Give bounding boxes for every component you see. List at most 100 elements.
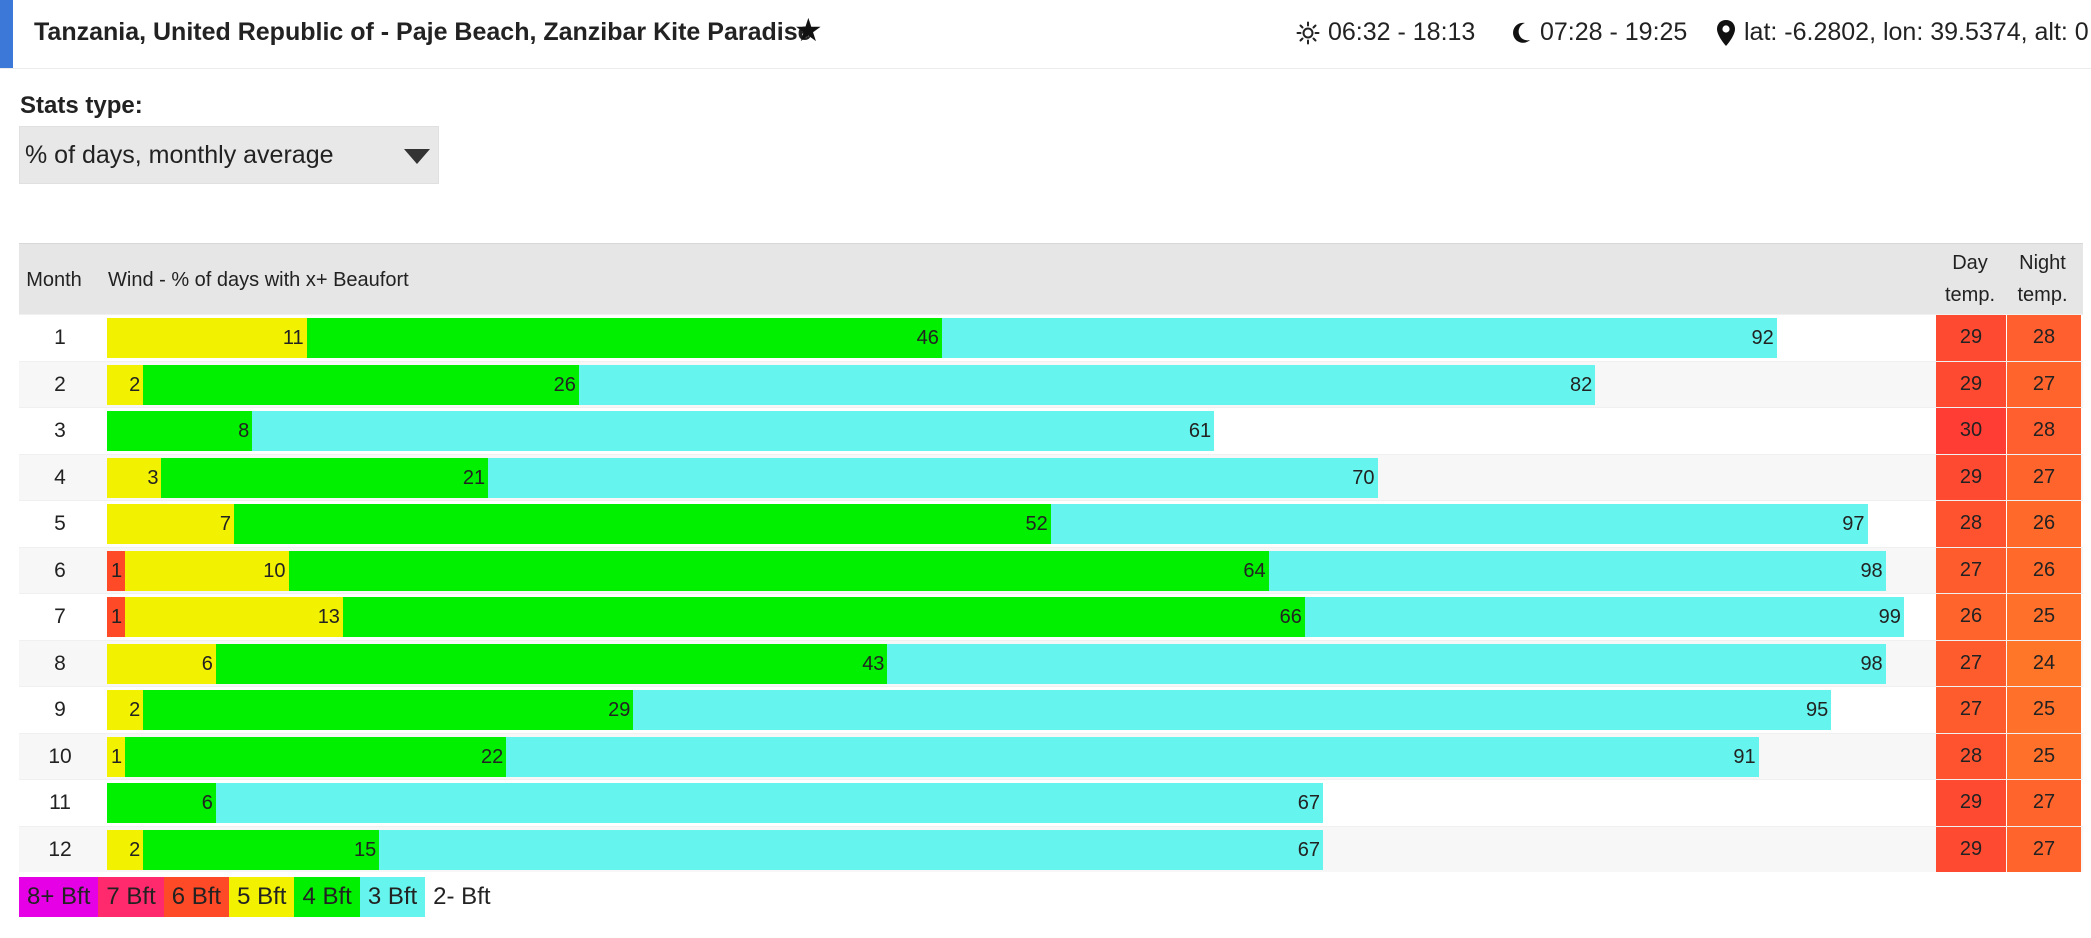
table-row: 12 67 15 2 29 27: [19, 825, 2083, 872]
wind-bar-bft5: 1: [107, 736, 126, 777]
day-temp-cell: 27: [1936, 687, 2006, 733]
wind-bar-bft5: 11: [107, 318, 307, 358]
legend-item: 7 Bft: [98, 877, 164, 917]
stats-type-value: % of days, monthly average: [25, 141, 334, 169]
table-header: Month Wind - % of days with x+ Beaufort …: [19, 243, 2083, 314]
month-cell: 12: [48, 837, 72, 861]
legend-item: 3 Bft: [359, 877, 426, 917]
legend-item: 5 Bft: [229, 877, 295, 917]
location-pin-icon: [1717, 19, 1735, 46]
day-temp-cell: 28: [1936, 501, 2006, 547]
wind-bar-bft6: 1: [107, 550, 126, 591]
night-temp-header-line2: temp.: [2017, 284, 2068, 306]
day-temp-column-header: Day temp.: [1935, 247, 2005, 311]
month-cell: 10: [48, 744, 72, 768]
month-cell: 5: [54, 512, 66, 535]
month-cell: 7: [54, 605, 66, 628]
sun-icon: [1296, 21, 1320, 44]
wind-bar-bft5: 2: [107, 364, 144, 405]
moon-times-text: 07:28 - 19:25: [1540, 18, 1688, 46]
wind-bar-bft4: 43: [107, 643, 888, 684]
wind-stats-table: Month Wind - % of days with x+ Beaufort …: [19, 243, 2083, 872]
table-row: 5 97 52 7 28 26: [19, 500, 2083, 547]
favorite-star-icon[interactable]: ★: [794, 12, 823, 48]
table-row: 4 70 21 3 29 27: [19, 453, 2083, 500]
night-temp-cell: 28: [2007, 315, 2081, 361]
night-temp-cell: 26: [2007, 501, 2081, 547]
wind-bar-bft4: 6: [107, 783, 216, 823]
day-temp-cell: 29: [1936, 454, 2006, 500]
night-temp-cell: 27: [2007, 780, 2081, 826]
night-temp-cell: 25: [2007, 687, 2081, 733]
table-row: 11 67 6 29 27: [19, 779, 2083, 826]
table-row: 1 92 46 11 29 28: [19, 314, 2083, 361]
day-temp-cell: 27: [1936, 547, 2006, 593]
night-temp-column-header: Night temp.: [2006, 247, 2079, 311]
day-temp-cell: 29: [1936, 780, 2006, 826]
table-row: 2 82 26 2 29 27: [19, 360, 2083, 407]
legend-item: 6 Bft: [163, 877, 230, 917]
table-row: 10 91 22 1 28 25: [19, 732, 2083, 779]
day-temp-cell: 26: [1936, 594, 2006, 640]
wind-bar-bft5: 7: [107, 504, 235, 544]
night-temp-cell: 26: [2007, 547, 2081, 593]
table-row: 3 61 8 30 28: [19, 407, 2083, 454]
wind-bar-bft5: 2: [107, 690, 144, 730]
legend-item: 4 Bft: [294, 877, 360, 917]
wind-column-header: Wind - % of days with x+ Beaufort: [108, 269, 409, 291]
wind-bar-bft5: 6: [107, 643, 216, 684]
night-temp-cell: 25: [2007, 594, 2081, 640]
wind-bar-bft3: 61: [107, 411, 1215, 451]
wind-bar-bft4: 29: [107, 690, 634, 730]
accent-bar: [0, 0, 13, 68]
location-info: lat: -6.2802, lon: 39.5374, alt: 0: [1716, 18, 2089, 47]
wind-bar-bft4: 22: [107, 736, 507, 777]
night-temp-cell: 25: [2007, 733, 2081, 779]
legend-item: 8+ Bft: [19, 877, 99, 917]
month-cell: 3: [54, 419, 66, 442]
table-row: 8 98 43 6 27 24: [19, 639, 2083, 686]
month-cell: 4: [54, 465, 66, 489]
day-temp-cell: 28: [1936, 733, 2006, 779]
day-temp-cell: 29: [1936, 826, 2006, 872]
sun-times: 06:32 - 18:13: [1296, 18, 1475, 47]
sun-times-text: 06:32 - 18:13: [1328, 18, 1476, 46]
night-temp-cell: 24: [2007, 640, 2081, 686]
table-row: 7 99 66 13 1 26 25: [19, 593, 2083, 640]
header-bar: Tanzania, United Republic of - Paje Beac…: [0, 0, 2091, 69]
day-temp-header-line1: Day: [1952, 252, 1988, 274]
day-temp-cell: 30: [1936, 408, 2006, 454]
month-column-header: Month: [26, 269, 82, 291]
wind-bar-bft5: 10: [107, 550, 289, 591]
night-temp-cell: 28: [2007, 408, 2081, 454]
beaufort-legend: 8+ Bft 7 Bft 6 Bft 5 Bft 4 Bft 3 Bft 2- Bft: [19, 877, 499, 917]
night-temp-header-line1: Night: [2019, 252, 2066, 274]
month-cell: 8: [54, 651, 66, 675]
month-cell: 9: [54, 698, 66, 721]
night-temp-cell: 27: [2007, 826, 2081, 872]
moon-times: 07:28 - 19:25: [1510, 18, 1687, 47]
moon-icon: [1513, 22, 1530, 43]
wind-bar-bft4: 15: [107, 829, 380, 870]
table-row: 9 95 29 2 27 25: [19, 686, 2083, 733]
month-cell: 11: [49, 791, 71, 814]
wind-bar-bft5: 2: [107, 829, 144, 870]
night-temp-cell: 27: [2007, 361, 2081, 407]
day-temp-cell: 27: [1936, 640, 2006, 686]
wind-bar-bft4: 8: [107, 411, 253, 451]
stats-type-select[interactable]: % of days, monthly average: [19, 126, 439, 184]
month-cell: 1: [54, 326, 66, 349]
day-temp-cell: 29: [1936, 361, 2006, 407]
day-temp-cell: 29: [1936, 315, 2006, 361]
wind-bar-bft4: 64: [107, 550, 1269, 591]
month-cell: 2: [54, 372, 66, 396]
month-cell: 6: [54, 558, 66, 582]
wind-bar-bft5: 3: [107, 457, 162, 498]
wind-bar-bft5: 13: [107, 597, 343, 637]
legend-item: 2- Bft: [425, 877, 499, 917]
location-text: lat: -6.2802, lon: 39.5374, alt: 0: [1744, 18, 2089, 46]
wind-bar-bft6: 1: [107, 597, 126, 637]
spot-title: Tanzania, United Republic of - Paje Beac…: [34, 18, 812, 46]
stats-type-label: Stats type:: [20, 92, 143, 119]
night-temp-cell: 27: [2007, 454, 2081, 500]
